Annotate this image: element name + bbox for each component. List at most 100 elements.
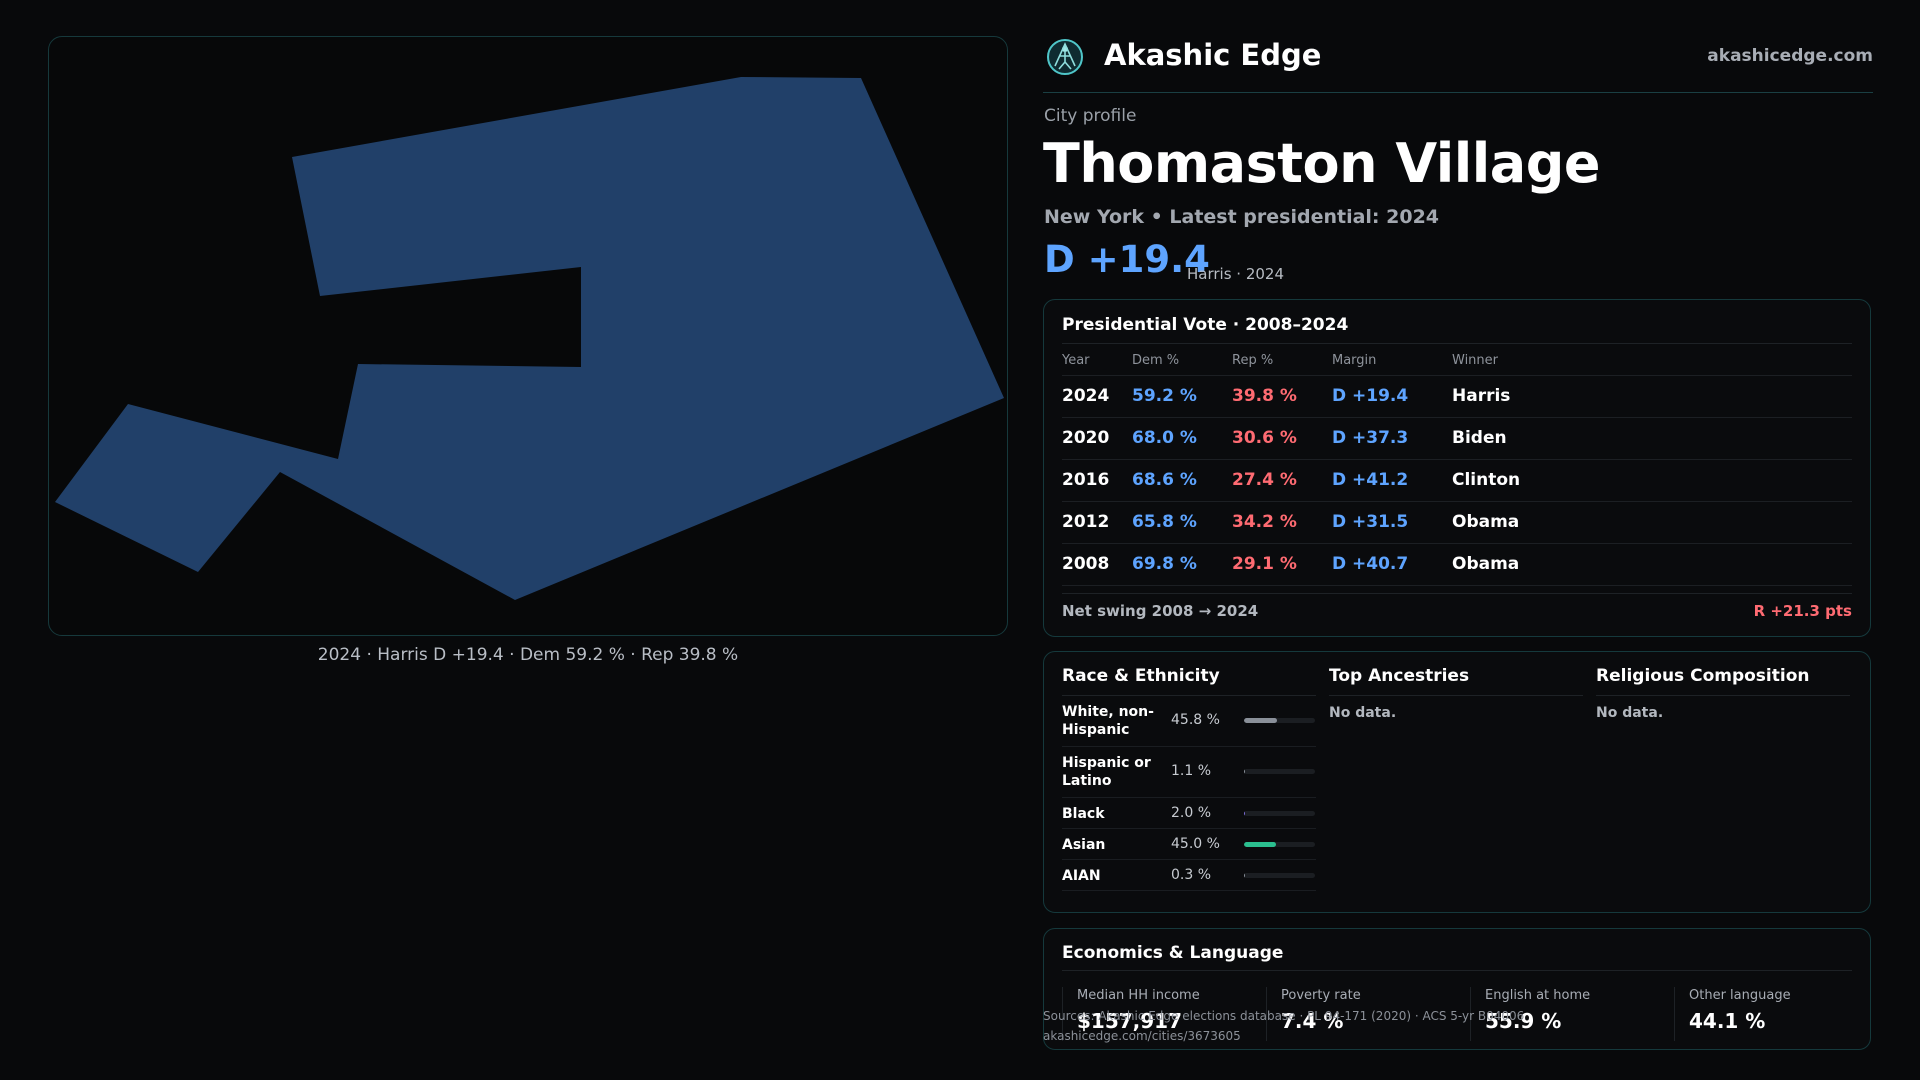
race-bar-fill [1244, 873, 1246, 878]
section-title: Race & Ethnicity [1062, 666, 1316, 696]
cell-margin: D +31.5 [1332, 512, 1409, 532]
header-margin: Margin [1332, 353, 1377, 368]
source-footer: Sources: Akashic Edge elections database… [1043, 1006, 1524, 1046]
list-item: White, non-Hispanic 45.8 % [1062, 696, 1316, 747]
table-header: Year Dem % Rep % Margin Winner [1062, 348, 1852, 376]
stat-value: 55.9 % [1485, 1009, 1562, 1033]
race-bar [1244, 842, 1315, 847]
cell-dem: 65.8 % [1132, 512, 1197, 532]
cell-rep: 27.4 % [1232, 470, 1297, 490]
source-citation: Sources: Akashic Edge elections database… [1043, 1009, 1525, 1023]
header-year: Year [1062, 353, 1090, 368]
net-swing-label: Net swing 2008 → 2024 [1062, 602, 1259, 620]
divider [1062, 593, 1852, 594]
race-bar-fill [1244, 769, 1246, 774]
list-item: Black 2.0 % [1062, 798, 1316, 829]
cell-margin: D +41.2 [1332, 470, 1409, 490]
stat-label: Poverty rate [1281, 988, 1361, 1003]
demographics-card: Race & Ethnicity White, non-Hispanic 45.… [1043, 651, 1871, 913]
religion-section: Religious Composition No data. [1596, 666, 1850, 721]
section-title: Top Ancestries [1329, 666, 1583, 696]
race-pct: 0.3 % [1171, 867, 1212, 883]
cell-winner: Biden [1452, 428, 1507, 448]
stat-label: Other language [1689, 988, 1791, 1003]
cell-rep: 29.1 % [1232, 554, 1297, 574]
race-name: Hispanic or Latino [1062, 755, 1151, 789]
cell-winner: Harris [1452, 386, 1511, 406]
header-rep: Rep % [1232, 353, 1274, 368]
card-title: Presidential Vote · 2008–2024 [1062, 315, 1349, 335]
cell-year: 2008 [1062, 554, 1110, 574]
city-boundary-polygon [55, 77, 1004, 600]
headline-margin-note: Harris · 2024 [1187, 265, 1285, 283]
race-ethnicity-section: Race & Ethnicity White, non-Hispanic 45.… [1062, 666, 1316, 891]
race-bar-fill [1244, 811, 1246, 816]
header: Akashic Edge akashicedge.com [1043, 30, 1873, 93]
net-swing-value: R +21.3 pts [1753, 602, 1852, 620]
race-bar [1244, 769, 1315, 774]
ancestries-section: Top Ancestries No data. [1329, 666, 1583, 721]
race-bar-fill [1244, 718, 1277, 723]
race-bar [1244, 811, 1315, 816]
header-dem: Dem % [1132, 353, 1180, 368]
cell-margin: D +19.4 [1332, 386, 1409, 406]
economics-card: Economics & Language Median HH income $1… [1043, 928, 1871, 1050]
source-link[interactable]: akashicedge.com/cities/3673605 [1043, 1029, 1241, 1043]
presidential-vote-card: Presidential Vote · 2008–2024 Year Dem %… [1043, 299, 1871, 637]
table-row: 2012 65.8 % 34.2 % D +31.5 Obama [1062, 502, 1852, 544]
stat-value: 44.1 % [1689, 1009, 1766, 1033]
race-name: Asian [1062, 837, 1106, 853]
list-item: AIAN 0.3 % [1062, 860, 1316, 891]
divider [1062, 970, 1852, 971]
table-row: 2020 68.0 % 30.6 % D +37.3 Biden [1062, 418, 1852, 460]
section-title: Religious Composition [1596, 666, 1850, 696]
divider [1062, 343, 1852, 344]
stat-other-language: Other language 44.1 % [1674, 987, 1864, 1041]
akashic-logo-icon [1047, 39, 1083, 75]
cell-rep: 30.6 % [1232, 428, 1297, 448]
cell-dem: 68.0 % [1132, 428, 1197, 448]
city-boundary-map [55, 77, 1004, 600]
cell-year: 2016 [1062, 470, 1110, 490]
cell-dem: 59.2 % [1132, 386, 1197, 406]
cell-year: 2024 [1062, 386, 1110, 406]
race-name: White, non-Hispanic [1062, 704, 1154, 738]
cell-dem: 69.8 % [1132, 554, 1197, 574]
race-bar [1244, 873, 1315, 878]
city-map [48, 36, 1008, 636]
cell-winner: Obama [1452, 554, 1520, 574]
page-title: Thomaston Village [1043, 132, 1600, 195]
table-row: 2008 69.8 % 29.1 % D +40.7 Obama [1062, 544, 1852, 586]
stat-label: Median HH income [1077, 988, 1200, 1003]
cell-year: 2012 [1062, 512, 1110, 532]
race-pct: 45.0 % [1171, 836, 1220, 852]
table-row: 2024 59.2 % 39.8 % D +19.4 Harris [1062, 376, 1852, 418]
header-winner: Winner [1452, 353, 1499, 368]
race-name: Black [1062, 806, 1105, 822]
cell-rep: 39.8 % [1232, 386, 1297, 406]
page-kicker: City profile [1044, 106, 1137, 126]
cell-winner: Obama [1452, 512, 1520, 532]
cell-margin: D +37.3 [1332, 428, 1409, 448]
empty-state: No data. [1596, 705, 1664, 721]
state-and-election: New York • Latest presidential: 2024 [1044, 206, 1440, 228]
brand-domain-link[interactable]: akashicedge.com [1707, 46, 1873, 66]
list-item: Hispanic or Latino 1.1 % [1062, 747, 1316, 798]
headline-margin: D +19.4 [1044, 238, 1210, 281]
race-name: AIAN [1062, 868, 1101, 884]
race-bar-fill [1244, 842, 1276, 847]
stat-english-at-home: English at home 55.9 % [1470, 987, 1660, 1041]
race-pct: 1.1 % [1171, 763, 1212, 779]
race-bar [1244, 718, 1315, 723]
stat-value: $157,917 [1077, 1009, 1183, 1033]
cell-dem: 68.6 % [1132, 470, 1197, 490]
stat-label: English at home [1485, 988, 1591, 1003]
card-title: Economics & Language [1062, 943, 1284, 963]
race-list: White, non-Hispanic 45.8 % Hispanic or L… [1062, 696, 1316, 891]
cell-rep: 34.2 % [1232, 512, 1297, 532]
brand-name: Akashic Edge [1104, 38, 1322, 72]
stat-median-income: Median HH income $157,917 [1062, 987, 1252, 1041]
race-pct: 45.8 % [1171, 712, 1220, 728]
race-pct: 2.0 % [1171, 805, 1212, 821]
stat-poverty-rate: Poverty rate 7.4 % [1266, 987, 1456, 1041]
